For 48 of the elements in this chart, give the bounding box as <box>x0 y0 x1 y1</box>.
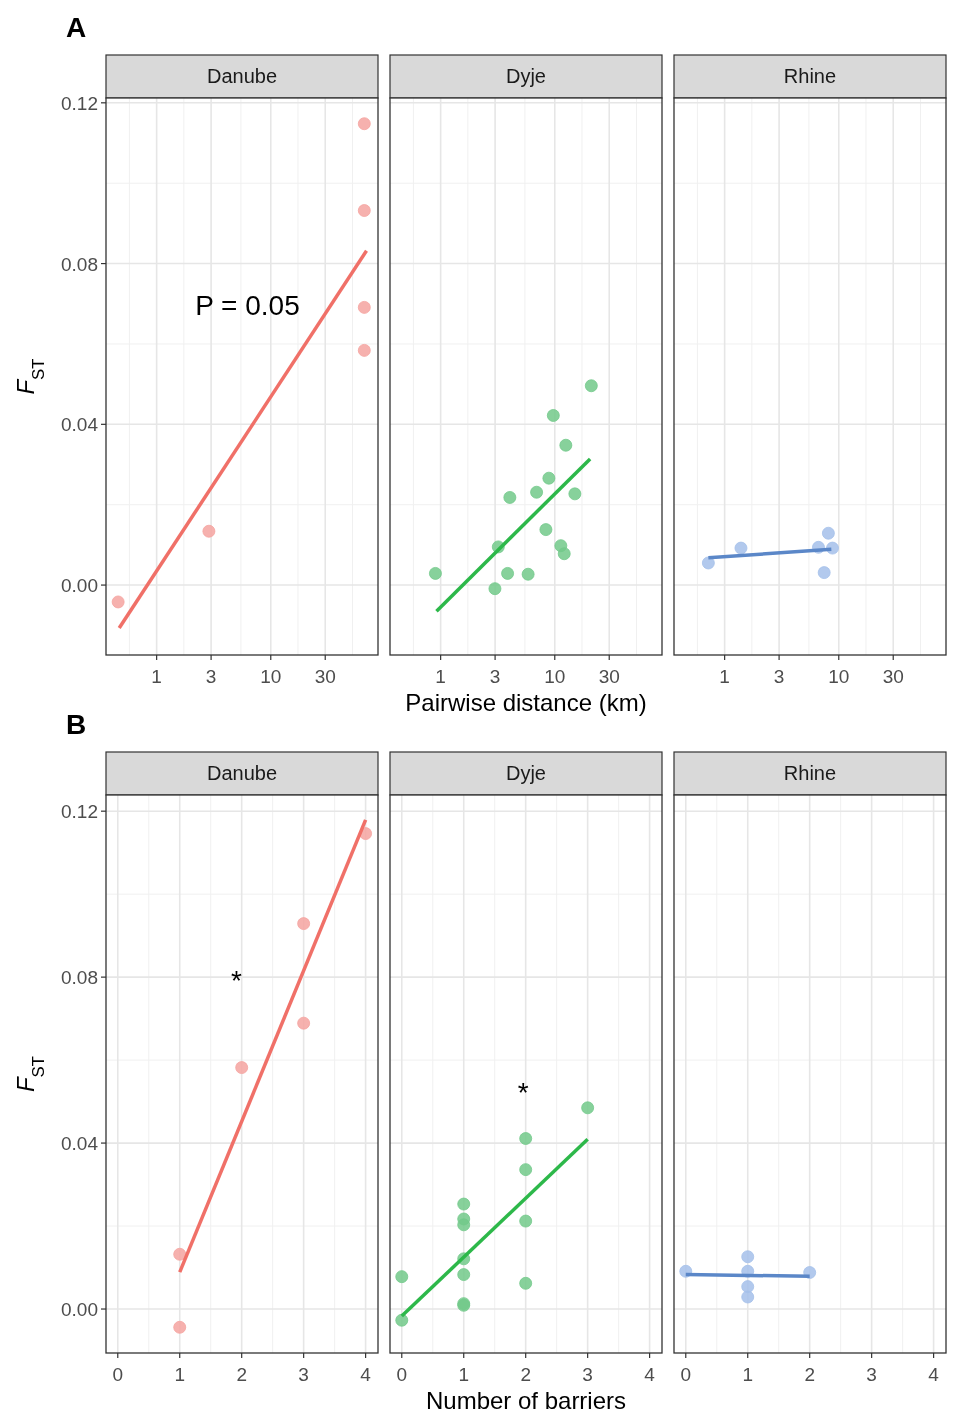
x-tick-label: 1 <box>435 666 446 687</box>
x-tick-label: 0 <box>680 1364 692 1385</box>
x-tick-label: 4 <box>644 1364 656 1385</box>
x-tick-label: 30 <box>882 666 904 687</box>
x-tick-label: 4 <box>360 1364 372 1385</box>
x-tick-label: 2 <box>236 1364 247 1385</box>
x-tick-label: 3 <box>489 666 501 687</box>
x-tick-label: 1 <box>174 1364 186 1385</box>
y-tick-label: 0.08 <box>61 253 98 275</box>
text: A <box>66 12 87 43</box>
x-tick-label: 3 <box>205 666 217 687</box>
x-tick-label: 10 <box>544 666 566 687</box>
y-tick-label: 0.00 <box>61 1299 98 1321</box>
x-axis-title: Number of barriers <box>425 1387 627 1414</box>
x-tick-label: 0 <box>396 1364 408 1385</box>
x-tick-label: 3 <box>582 1364 593 1385</box>
x-tick-label: 1 <box>458 1364 470 1385</box>
x-tick-label: 10 <box>828 666 850 687</box>
chart-title: Dyje <box>505 65 547 87</box>
y-tick-label: 0.12 <box>61 92 98 114</box>
annotation: * <box>517 1076 529 1108</box>
x-tick-label: 10 <box>260 666 282 687</box>
x-tick-label: 1 <box>151 666 162 687</box>
y-tick-label: 0.04 <box>61 414 99 436</box>
x-axis-title: Pairwise distance (km) <box>405 689 647 716</box>
x-tick-label: 3 <box>773 666 785 687</box>
x-tick-label: 0 <box>112 1364 124 1385</box>
annotation: * <box>231 965 243 997</box>
y-tick-label: 0.00 <box>61 575 98 597</box>
y-tick-label: 0.08 <box>61 967 98 989</box>
x-tick-label: 1 <box>742 1364 754 1385</box>
x-tick-label: 2 <box>804 1364 815 1385</box>
x-tick-label: 3 <box>298 1364 309 1385</box>
chart-title: Rhine <box>783 65 837 87</box>
x-tick-label: 30 <box>598 666 620 687</box>
chart-title: Dyje <box>505 762 547 784</box>
x-tick-label: 30 <box>314 666 336 687</box>
x-tick-label: 3 <box>866 1364 877 1385</box>
y-tick-label: 0.04 <box>61 1133 99 1155</box>
x-tick-label: 4 <box>928 1364 940 1385</box>
chart-title: Danube <box>206 762 278 784</box>
x-tick-label: 2 <box>520 1364 531 1385</box>
chart-title: Danube <box>206 65 278 87</box>
x-tick-label: 1 <box>719 666 730 687</box>
text: B <box>66 709 87 740</box>
y-tick-label: 0.12 <box>61 801 98 823</box>
annotation: P = 0.05 <box>195 290 300 322</box>
chart-title: Rhine <box>783 762 837 784</box>
